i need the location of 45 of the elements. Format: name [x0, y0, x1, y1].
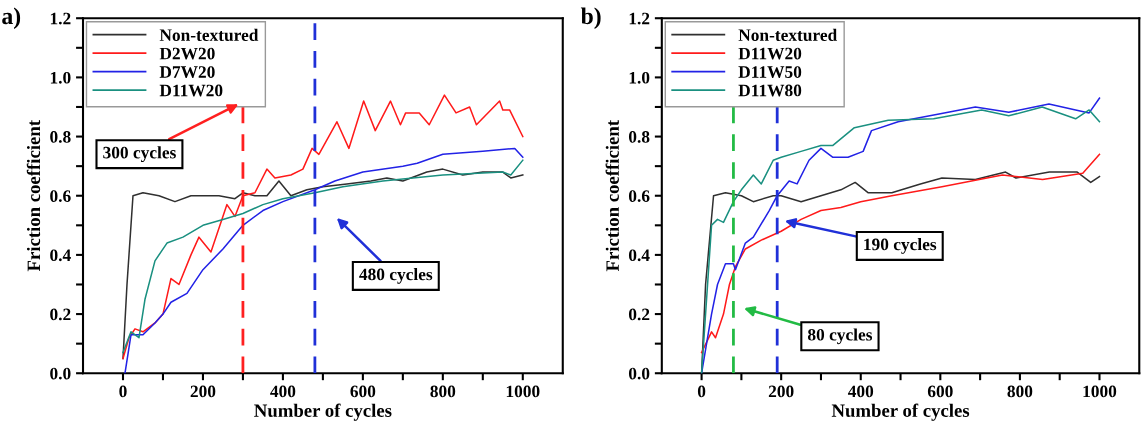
legend-label: D11W20 [738, 47, 802, 60]
x-tick-label: 0 [697, 385, 706, 398]
x-tick-label: 600 [927, 385, 953, 398]
line-series [700, 153, 1101, 354]
x-tick-label: 400 [847, 385, 874, 398]
annotation: 300 cycles [103, 146, 176, 163]
legend-label: D11W50 [738, 66, 802, 78]
y-tick-label: 0.0 [50, 367, 71, 380]
y-tick-label: 0.2 [628, 308, 650, 321]
y-tick-label: 1.0 [50, 71, 71, 84]
legend-label: D11W80 [738, 84, 802, 97]
x-tick-label: 400 [270, 385, 296, 398]
x-tick-label: 600 [350, 385, 376, 398]
legend-label: D7W20 [159, 66, 215, 78]
legend-label: D2W20 [159, 47, 215, 60]
y-tick-label: 0.2 [50, 308, 71, 321]
legend-label: D11W20 [159, 84, 223, 97]
legend-label: Non-textured [738, 28, 838, 42]
x-tick-label: 1000 [506, 385, 540, 398]
x-axis-title: Number of cycles [254, 403, 392, 421]
y-tick-label: 0.4 [50, 249, 71, 262]
y-tick-label: 0.0 [628, 367, 650, 380]
y-axis-title: Friction coefficient [26, 120, 41, 272]
x-tick-label: 0 [119, 385, 127, 398]
annotation: 190 cycles [864, 238, 937, 254]
x-tick-label: 200 [768, 385, 794, 398]
y-tick-label: 1.0 [629, 71, 650, 84]
y-tick-label: 0.4 [628, 249, 650, 262]
y-tick-label: 1.2 [50, 12, 71, 25]
x-tick-label: 200 [190, 385, 216, 398]
x-tick-label: 1000 [1083, 385, 1117, 398]
y-tick-label: 0.6 [628, 190, 650, 202]
y-tick-label: 1.2 [629, 12, 650, 25]
y-tick-label: 0.8 [628, 131, 650, 143]
x-tick-label: 800 [430, 385, 456, 398]
y-tick-label: 0.8 [50, 131, 71, 143]
x-tick-label: 800 [1007, 385, 1033, 398]
y-tick-label: 0.6 [50, 190, 71, 202]
chart-title: a) [2, 7, 21, 29]
legend-label: Non-textured [159, 28, 259, 42]
chart-title: b) [580, 7, 601, 29]
x-axis-title: Number of cycles [831, 403, 970, 421]
y-axis-title: Friction coefficient [605, 120, 619, 272]
annotation: 80 cycles [807, 328, 873, 345]
annotation: 480 cycles [359, 268, 433, 284]
